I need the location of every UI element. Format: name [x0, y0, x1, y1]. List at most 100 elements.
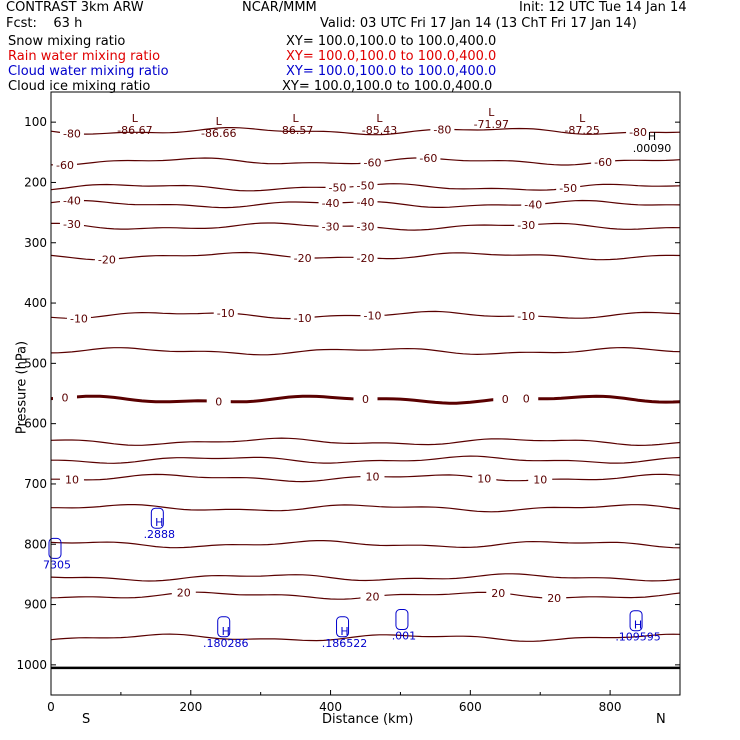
minimum-symbol: L: [293, 112, 300, 125]
y-tick-label: 500: [24, 356, 47, 370]
cloud-water-contour: [150, 507, 164, 529]
isotherm-label-bg: [556, 182, 581, 195]
cloud-water-max-symbol: H: [222, 625, 230, 638]
x-end-label-right: N: [656, 712, 666, 727]
x-tick-label: 0: [47, 700, 55, 714]
plot-frame: [50, 91, 681, 696]
valid-time: Valid: 03 UTC Fri 17 Jan 14 (13 ChT Fri …: [320, 16, 637, 31]
isotherm-label-bg: [66, 312, 91, 325]
isotherm-label-bg: [290, 312, 315, 325]
x-end-label-left: S: [82, 712, 91, 727]
isotherm-label-bg: [360, 309, 385, 322]
isotherm-label-bg: [591, 155, 616, 168]
x-tick-label: 800: [599, 700, 622, 714]
isotherm-label: 0: [215, 395, 222, 408]
y-axis-title: Pressure (hPa): [14, 340, 30, 435]
isotherm-label-bg: [416, 152, 441, 165]
isotherm-label: 0: [523, 393, 530, 406]
isotherm-label-bg: [360, 470, 385, 483]
minimum-symbol: L: [488, 106, 495, 119]
cloud-water-max-value: .186522: [322, 637, 368, 650]
isotherm-label: -40: [63, 195, 81, 208]
isotherm-label-bg: [486, 586, 511, 599]
isotherm-label: -80: [63, 128, 81, 141]
isotherm-label: -30: [517, 219, 535, 232]
isotherm-label: 10: [477, 472, 491, 485]
isotherm-label: -50: [357, 180, 375, 193]
isotherm-label-bg: [52, 158, 77, 171]
isotherm-label: -60: [56, 159, 74, 172]
minimum-value: -86.57: [278, 124, 313, 137]
y-tick-label: 700: [24, 477, 47, 491]
isotherm-label-bg: [528, 473, 553, 486]
y-tick-label: 600: [24, 417, 47, 431]
forecast-hour: Fcst: 63 h: [6, 16, 83, 31]
cloud-water-max-value: 7305: [43, 558, 71, 571]
y-tick-label: 900: [24, 598, 47, 612]
minimum-symbol: L: [376, 112, 383, 125]
isotherm-label-bg: [514, 219, 539, 232]
isotherm-label: -10: [217, 307, 235, 320]
x-axis-title: Distance (km): [322, 712, 414, 727]
isotherm-label-bg: [59, 127, 84, 140]
isotherm-line: [50, 437, 681, 447]
isotherm-label-bg: [430, 123, 455, 136]
isotherm-line: [51, 455, 681, 464]
isotherm-label: 10: [533, 474, 547, 487]
cloud-water-max-symbol: H: [340, 625, 348, 638]
field-ice-name: Cloud ice mixing ratio: [8, 79, 151, 94]
isotherm-line: [50, 346, 681, 356]
isotherm-label-bg: [353, 251, 378, 264]
isotherm-label-bg: [59, 194, 84, 207]
ice-max-value: .00090: [633, 142, 672, 155]
field-cloudwater-name: Cloud water mixing ratio: [8, 64, 169, 79]
isotherm-label: -10: [294, 312, 312, 325]
isotherm-label: -30: [63, 218, 81, 231]
isotherm-label: -40: [524, 199, 542, 212]
cloud-water-contour: [395, 609, 409, 631]
field-rain-name: Rain water mixing ratio: [8, 49, 161, 64]
isotherm-label: -60: [594, 156, 612, 169]
org-label: NCAR/MMM: [242, 0, 317, 15]
isotherm-label: 20: [491, 587, 505, 600]
isotherm-label-bg: [325, 181, 350, 194]
cloud-water-max-value: .2888: [144, 528, 176, 541]
x-tick-label: 400: [319, 700, 342, 714]
isotherm-label-bg: [353, 179, 378, 192]
field-rain-xy: XY= 100.0,100.0 to 100.0,400.0: [286, 49, 497, 64]
isotherm-line: [50, 540, 681, 549]
isotherm-label: -20: [357, 252, 375, 265]
y-tick-label: 100: [24, 115, 47, 129]
cloud-water-max-value: .001: [392, 630, 417, 643]
cloud-water-max-value: .109595: [615, 631, 661, 644]
isotherm-line: [50, 127, 681, 136]
isotherm-label-bg: [493, 392, 518, 405]
cloud-water-max-symbol: H: [155, 516, 163, 529]
y-tick-label: 300: [24, 236, 47, 250]
y-tick-label: 400: [24, 296, 47, 310]
isotherm-label-bg: [59, 473, 84, 486]
isotherm-label: 10: [65, 474, 79, 487]
cloud-water-max-value: .180286: [203, 637, 249, 650]
isotherm-label-bg: [206, 395, 231, 408]
isotherm-label: -20: [98, 253, 116, 266]
isotherm-label-bg: [318, 196, 343, 209]
isotherm-line: [50, 573, 681, 582]
isotherm-label: -10: [517, 310, 535, 323]
minimum-symbol: L: [132, 112, 139, 125]
isotherm-label-bg: [472, 472, 497, 485]
isotherm-label: 20: [177, 586, 191, 599]
isotherm-label-bg: [542, 592, 567, 605]
y-tick-label: 1000: [16, 658, 47, 672]
isotherm-label-bg: [52, 391, 77, 404]
isotherm-label-bg: [626, 126, 651, 139]
minimum-value: -71.97: [474, 118, 509, 131]
init-time: Init: 12 UTC Tue 14 Jan 14: [519, 0, 687, 15]
isotherm-label-bg: [290, 251, 315, 264]
isotherm-label-bg: [171, 586, 196, 599]
temperature-contours: -80 -80 -80 -60 -60 -60 -60 -50 -50 -50 -40 -40 -40 -…: [50, 123, 681, 642]
minimum-symbol: L: [216, 115, 223, 128]
x-tick-label: 200: [179, 700, 202, 714]
isotherm-line: [50, 633, 681, 642]
